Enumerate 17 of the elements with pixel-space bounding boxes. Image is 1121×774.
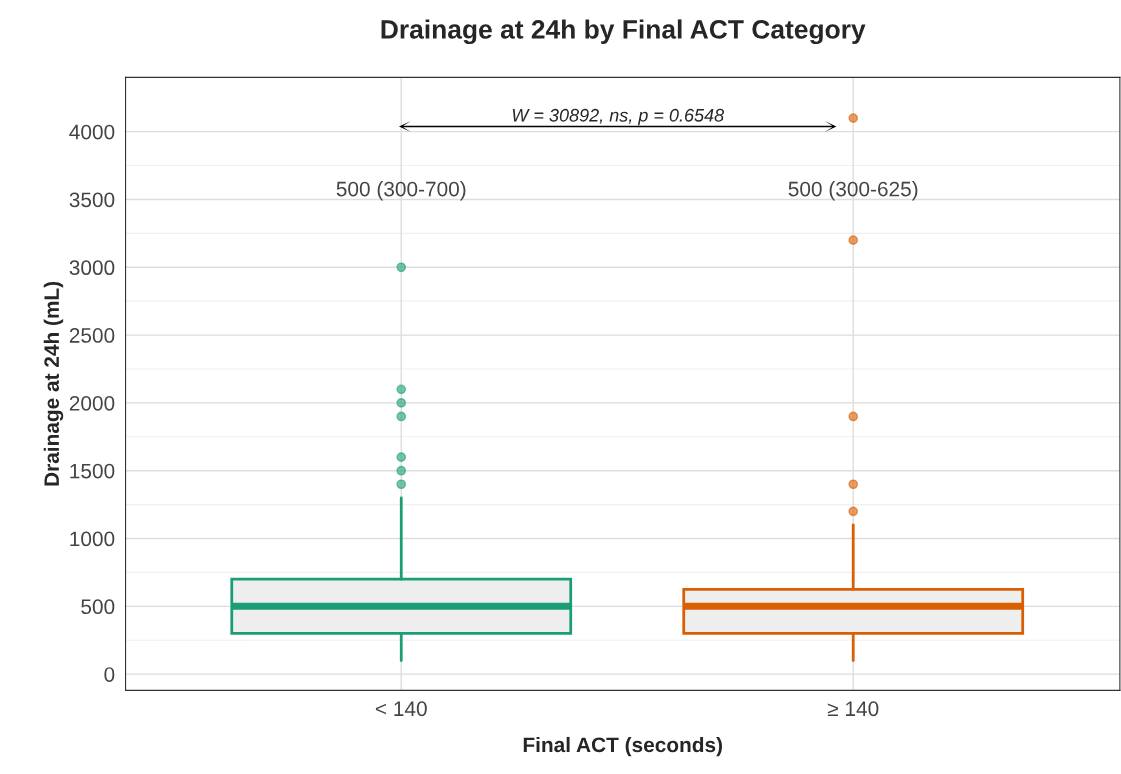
x-axis-title: Final ACT (seconds) xyxy=(523,736,722,757)
y-tick-label: 4000 xyxy=(69,124,115,140)
y-tick-label: 2000 xyxy=(69,395,115,411)
y-tick-label: 2500 xyxy=(69,328,115,343)
x-tick-label: < 140 xyxy=(375,701,427,717)
annotation: W = 30892, ns, p = 0.6548 xyxy=(512,108,725,126)
y-axis-title: Drainage at 24h (mL) xyxy=(43,281,64,486)
y-tick-label: 1000 xyxy=(70,531,115,547)
annotation: 500 (300-625) xyxy=(788,181,918,201)
y-tick-label: 3500 xyxy=(69,192,115,208)
y-tick-label: 500 xyxy=(81,599,115,615)
chart-title: Drainage at 24h by Final ACT Category xyxy=(381,19,866,45)
y-tick-label: 3000 xyxy=(69,260,115,276)
x-tick-label: ≥ 140 xyxy=(827,701,879,717)
y-tick-label: 0 xyxy=(104,667,115,682)
annotation: 500 (300-700) xyxy=(336,181,466,201)
y-tick-label: 1500 xyxy=(70,463,115,479)
